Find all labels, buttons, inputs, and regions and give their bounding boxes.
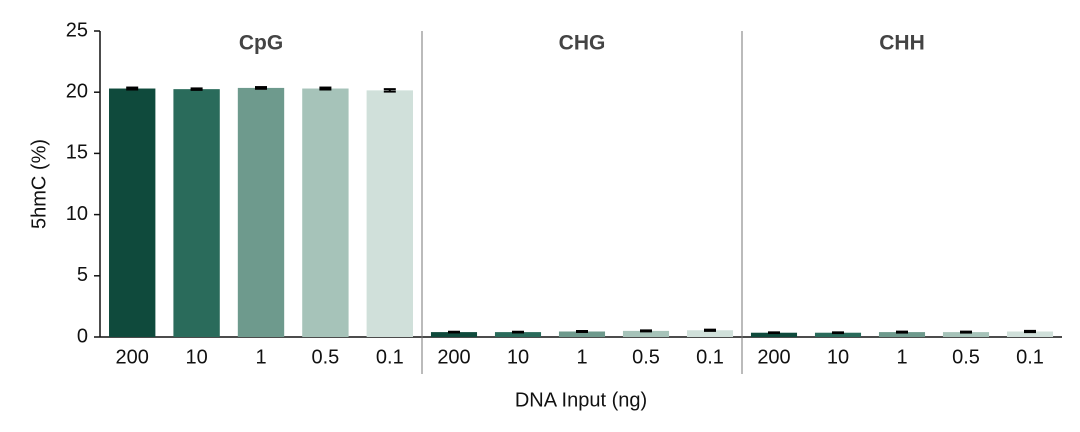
bar bbox=[942, 332, 990, 337]
bar bbox=[366, 90, 413, 337]
bar bbox=[302, 88, 349, 337]
error-bar bbox=[768, 331, 780, 335]
x-tick-label: 200 bbox=[116, 346, 149, 368]
y-tick-label: 25 bbox=[66, 19, 88, 41]
x-tick-label: 0.5 bbox=[632, 346, 660, 368]
x-axis-label: DNA Input (ng) bbox=[515, 389, 647, 411]
bar bbox=[237, 87, 285, 337]
y-tick-label: 15 bbox=[66, 142, 88, 164]
x-tick-label: 1 bbox=[255, 346, 266, 368]
y-tick-label: 0 bbox=[77, 325, 88, 347]
x-tick-label: 0.1 bbox=[696, 346, 724, 368]
error-bar bbox=[640, 329, 652, 333]
panel-title: CpG bbox=[239, 32, 283, 55]
x-tick-label: 1 bbox=[896, 346, 907, 368]
bar bbox=[494, 332, 542, 337]
y-axis-label: 5hmC (%) bbox=[28, 139, 50, 229]
x-tick-label: 200 bbox=[757, 346, 790, 368]
bar bbox=[686, 330, 734, 337]
error-bar bbox=[448, 330, 460, 334]
x-tick-label: 10 bbox=[827, 346, 849, 368]
error-bar bbox=[960, 330, 972, 334]
error-bar bbox=[383, 88, 396, 93]
error-bar bbox=[126, 86, 139, 91]
bar bbox=[814, 332, 862, 337]
x-tick-label: 0.1 bbox=[1016, 346, 1044, 368]
bar bbox=[558, 331, 606, 337]
bar bbox=[109, 88, 156, 337]
x-tick-label: 0.5 bbox=[952, 346, 980, 368]
x-tick-label: 0.1 bbox=[376, 346, 404, 368]
error-bar bbox=[576, 330, 588, 333]
error-bar bbox=[832, 331, 844, 335]
x-tick-label: 0.5 bbox=[311, 346, 339, 368]
panel-title: CHH bbox=[879, 32, 925, 55]
x-tick-label: 10 bbox=[507, 346, 529, 368]
y-tick-label: 5 bbox=[77, 264, 88, 286]
x-tick-label: 1 bbox=[576, 346, 587, 368]
error-bar bbox=[319, 86, 332, 91]
error-bar bbox=[512, 330, 524, 334]
error-bar bbox=[190, 87, 203, 91]
y-tick-label: 10 bbox=[66, 203, 88, 225]
bar bbox=[622, 330, 670, 337]
error-bar bbox=[1024, 329, 1036, 334]
x-tick-label: 200 bbox=[437, 346, 470, 368]
x-tick-label: 10 bbox=[185, 346, 207, 368]
bar bbox=[430, 332, 478, 337]
error-bar bbox=[704, 328, 716, 332]
error-bar bbox=[896, 330, 908, 334]
y-tick-label: 20 bbox=[66, 80, 88, 102]
bar bbox=[878, 332, 926, 337]
bar bbox=[1006, 331, 1054, 337]
panel-title: CHG bbox=[559, 32, 606, 55]
error-bar bbox=[255, 86, 267, 90]
bar bbox=[173, 89, 220, 337]
bar bbox=[750, 332, 798, 337]
